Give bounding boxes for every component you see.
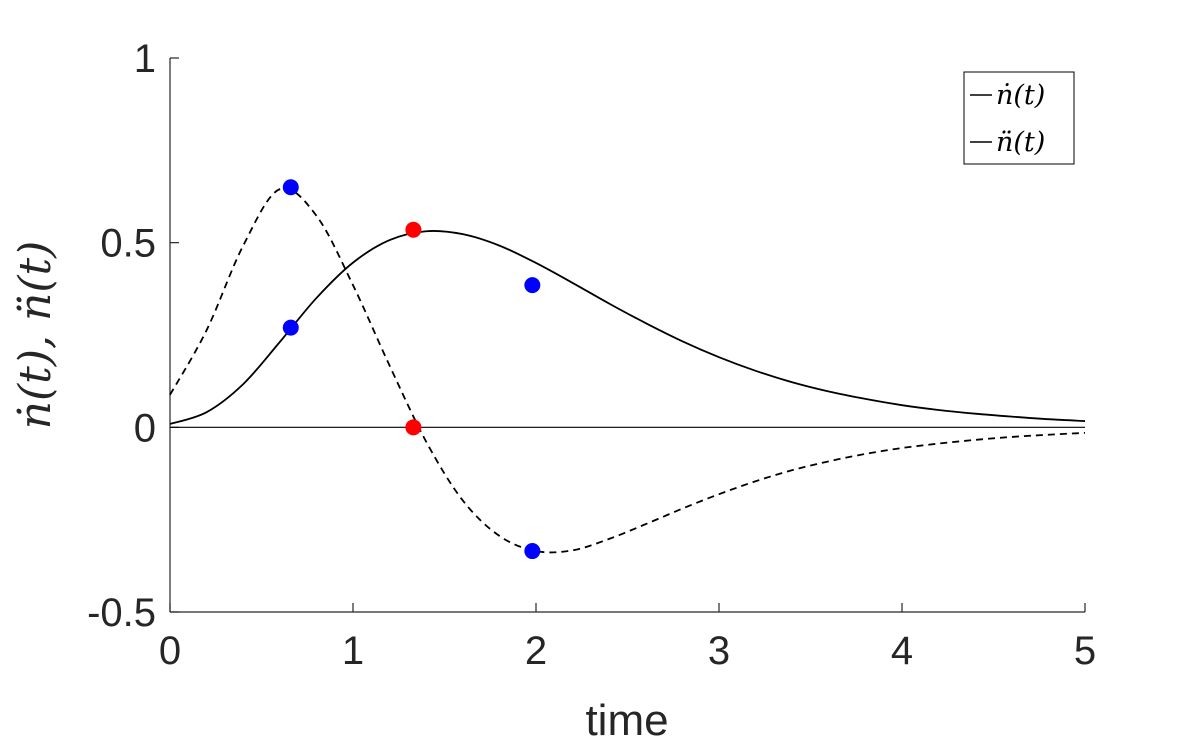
y-tick-label-1: 0	[134, 406, 156, 450]
x-tick-label-3: 3	[708, 629, 730, 673]
marker-layer	[282, 179, 541, 560]
marker-point-1	[282, 319, 299, 336]
marker-point-2	[405, 221, 422, 238]
marker-point-5	[524, 543, 541, 560]
y-tick-label-0: -0.5	[87, 591, 156, 635]
y-tick-label-2: 0.5	[100, 222, 156, 266]
series-n-dot-line	[169, 230, 1086, 425]
marker-point-0	[282, 179, 299, 196]
x-tick-label-5: 5	[1074, 629, 1096, 673]
series-layer	[169, 187, 1086, 554]
tick-labels: 0 1 2 3 4 5-0.500.51	[87, 37, 1096, 673]
marker-point-3	[405, 419, 422, 436]
legend-box	[963, 71, 1075, 165]
axes	[169, 57, 1086, 613]
legend: ṅ(t) n̈(t)	[963, 71, 1075, 165]
y-tick-label-3: 1	[134, 37, 156, 81]
x-tick-label-1: 1	[342, 629, 364, 673]
legend-label-0: ṅ(t)	[996, 80, 1045, 111]
x-tick-label-4: 4	[891, 629, 913, 673]
legend-label-1: n̈(t)	[996, 127, 1045, 158]
series-n-ddot-line	[169, 187, 1086, 554]
x-tick-label-2: 2	[525, 629, 547, 673]
x-axis-title: time	[585, 696, 668, 745]
y-axis-title: ṅ(t), n̈(t)	[10, 241, 61, 430]
x-tick-label-0: 0	[159, 629, 181, 673]
marker-point-4	[524, 277, 541, 294]
